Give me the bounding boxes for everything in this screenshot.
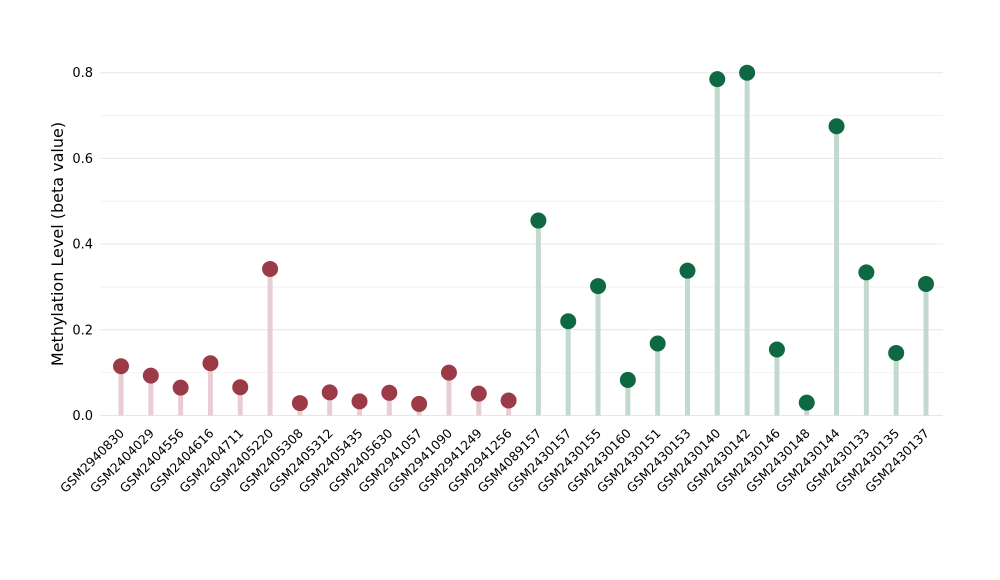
y-tick-label: 0.2 xyxy=(72,323,93,338)
lollipop-dot xyxy=(590,278,607,295)
lollipop-dot xyxy=(202,355,219,372)
x-axis-tick-labels: GSM2940830GSM2404029GSM2404556GSM2404616… xyxy=(57,425,932,495)
lollipop-dot xyxy=(649,335,666,352)
lollipop-dot xyxy=(679,262,696,279)
y-tick-label: 0.4 xyxy=(72,238,93,253)
minor-gridlines xyxy=(100,115,943,374)
lollipop-dot xyxy=(858,264,875,281)
lollipop-dot xyxy=(619,371,636,388)
lollipop-dot xyxy=(440,364,457,381)
lollipop-dot xyxy=(739,64,756,81)
lollipop-dot xyxy=(321,384,338,401)
lollipop-dot xyxy=(828,118,845,135)
y-axis-tick-labels: 0.0 0.2 0.4 0.6 0.8 xyxy=(72,66,93,424)
lollipop-dot xyxy=(172,379,189,396)
y-tick-label: 0.0 xyxy=(72,409,93,424)
lollipop-dot xyxy=(918,275,934,292)
lollipop-dot xyxy=(768,341,785,358)
lollipop-dot xyxy=(560,313,577,330)
lollipop-dot xyxy=(262,260,279,277)
lollipop-dot xyxy=(232,379,249,396)
lollipop-dots xyxy=(113,64,934,412)
major-gridlines xyxy=(100,72,943,416)
lollipop-dot xyxy=(351,393,368,410)
lollipop-dot xyxy=(470,385,487,402)
lollipop-dot xyxy=(291,395,308,412)
lollipop-dot xyxy=(888,344,905,361)
lollipop-dot xyxy=(709,71,726,88)
y-axis-title: Methylation Level (beta value) xyxy=(48,122,67,366)
lollipop-dot xyxy=(798,394,815,411)
lollipop-dot xyxy=(142,367,159,384)
y-tick-label: 0.6 xyxy=(72,152,93,167)
lollipop-dot xyxy=(500,392,517,409)
lollipop-dot xyxy=(113,358,129,375)
lollipop-dot xyxy=(381,384,398,401)
y-tick-label: 0.8 xyxy=(72,66,93,81)
lollipop-dot xyxy=(530,212,547,229)
lollipop-dot xyxy=(411,395,428,412)
